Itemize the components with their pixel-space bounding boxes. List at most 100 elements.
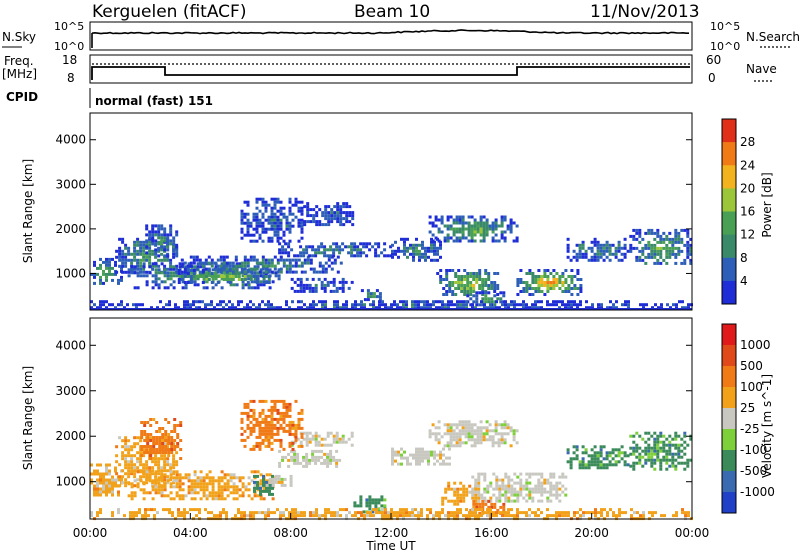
power-cell (195, 300, 198, 304)
power-cell (608, 252, 612, 256)
velocity-cell (219, 514, 222, 518)
velocity-cell (488, 435, 492, 439)
power-cell (160, 233, 164, 237)
velocity-cell (148, 470, 152, 474)
velocity-cell (438, 514, 441, 518)
power-cell (249, 221, 253, 225)
velocity-cell (217, 476, 221, 480)
velocity-cell (579, 508, 582, 512)
power-cell (441, 306, 444, 310)
velocity-cell (502, 508, 506, 512)
velocity-cell (136, 442, 140, 446)
velocity-cell (605, 451, 609, 455)
velocity-cell (492, 511, 495, 515)
velocity-cell (635, 449, 639, 453)
power-cell (534, 281, 538, 284)
power-cell (291, 218, 295, 222)
velocity-cell (429, 511, 432, 515)
velocity-cell (680, 437, 684, 441)
power-cell (421, 243, 424, 247)
velocity-cell (288, 511, 291, 515)
velocity-cell (258, 420, 262, 424)
power-cell (638, 231, 642, 235)
power-cell (339, 208, 343, 212)
power-cell (267, 306, 270, 310)
power-cell (461, 218, 465, 222)
velocity-cell (467, 438, 471, 442)
power-cell (584, 249, 588, 253)
power-cell (267, 239, 271, 243)
power-cell (130, 252, 134, 256)
power-cell (689, 246, 693, 250)
power-cell (204, 306, 207, 310)
velocity-cell (169, 476, 173, 480)
power-cell (573, 287, 577, 290)
power-cell (299, 245, 303, 249)
power-cell (435, 306, 438, 310)
velocity-cell (648, 511, 651, 515)
power-cell (500, 215, 504, 219)
velocity-cell (474, 499, 478, 503)
velocity-cell (176, 433, 180, 436)
power-cell (199, 265, 203, 269)
power-cell (154, 233, 158, 237)
power-cell (611, 252, 615, 256)
power-cell (327, 220, 331, 224)
power-cell (172, 286, 176, 290)
power-cell (222, 300, 225, 304)
power-cell (157, 258, 161, 262)
velocity-cell (644, 458, 648, 462)
velocity-cell (689, 458, 693, 462)
velocity-cell (453, 490, 457, 494)
velocity-cell (597, 511, 600, 515)
power-cell (491, 236, 495, 240)
power-cell (255, 200, 259, 204)
power-cell (647, 246, 651, 250)
velocity-cell (288, 408, 292, 412)
velocity-cell (111, 487, 114, 491)
power-cell (494, 239, 498, 243)
power-cell (99, 303, 102, 307)
power-cell (332, 254, 336, 258)
power-cell (475, 281, 479, 284)
velocity-cell (133, 469, 137, 473)
power-cell (262, 280, 266, 284)
velocity-cell (427, 456, 430, 460)
power-cell (427, 249, 430, 253)
power-cell (273, 200, 277, 204)
power-cell (157, 246, 161, 250)
power-cell (327, 211, 331, 215)
velocity-cell (160, 485, 164, 489)
velocity-cell (512, 432, 516, 436)
power-cell (403, 249, 406, 253)
power-cell (154, 277, 158, 281)
velocity-cell (371, 498, 375, 502)
power-cell (121, 270, 125, 274)
power-cell (411, 300, 414, 304)
velocity-cell (618, 511, 621, 515)
power-cell (354, 303, 357, 307)
power-cell (288, 206, 292, 210)
velocity-cell (489, 508, 492, 512)
power-cell (436, 246, 439, 250)
power-cell (181, 286, 185, 290)
power-cell (525, 303, 528, 307)
power-cell (383, 254, 387, 258)
power-cell (151, 239, 155, 243)
velocity-cell (491, 444, 495, 448)
velocity-cell (659, 434, 663, 438)
velocity-cell (229, 473, 233, 477)
velocity-cell (149, 439, 153, 442)
velocity-cell (447, 514, 450, 518)
power-cell (579, 290, 583, 293)
power-cell (139, 267, 143, 271)
power-cell (647, 228, 651, 232)
power-cell (264, 303, 267, 307)
velocity-cell (507, 511, 510, 515)
velocity-cell (644, 446, 648, 450)
power-cell (534, 275, 538, 278)
power-cell (329, 280, 333, 284)
velocity-cell (255, 444, 259, 448)
x-tick-label: 20:00 (574, 526, 609, 540)
velocity-cell (418, 462, 421, 466)
